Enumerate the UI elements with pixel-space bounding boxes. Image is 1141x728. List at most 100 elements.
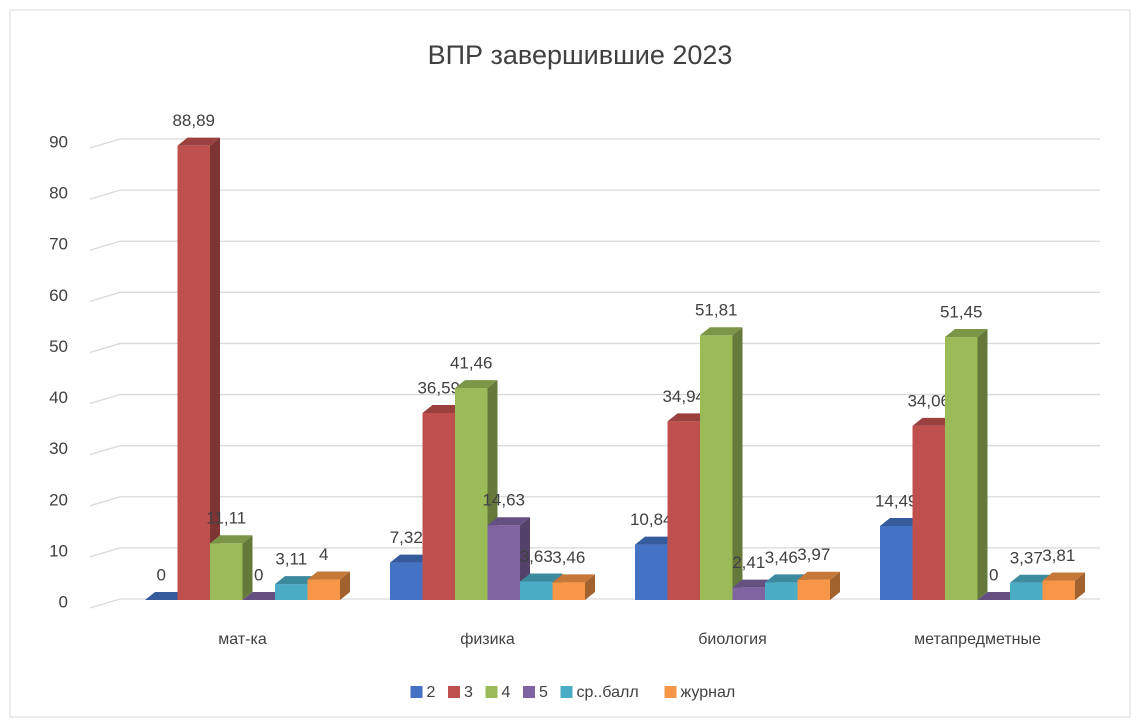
grid-line <box>89 189 1100 200</box>
y-tick-label: 40 <box>49 388 68 407</box>
data-label: 88,89 <box>172 111 215 130</box>
data-label: 0 <box>989 565 998 584</box>
data-label: 4 <box>319 545 328 564</box>
bar-side <box>210 137 220 600</box>
bar-side <box>977 329 988 600</box>
bar <box>552 582 585 600</box>
grid-line <box>89 342 1100 354</box>
legend-swatch <box>560 686 573 698</box>
x-tick-label: мат-ка <box>218 631 267 648</box>
grid-line <box>89 291 1100 302</box>
bar-top <box>880 517 923 526</box>
bar <box>912 425 945 600</box>
y-tick-label: 80 <box>49 184 68 203</box>
legend-swatch <box>410 686 423 698</box>
bar-top <box>797 571 840 580</box>
data-label: 3,63 <box>520 547 553 566</box>
bar-top <box>455 380 498 389</box>
bar-top <box>275 576 318 585</box>
data-label: 3,97 <box>797 545 830 564</box>
grid-line <box>89 547 1100 558</box>
bar <box>732 587 765 600</box>
chart-title: ВПР завершившие 2023 <box>428 40 733 70</box>
data-label: 14,63 <box>482 491 525 510</box>
bar-top <box>912 417 955 426</box>
bar-side <box>242 535 253 600</box>
grid-line <box>89 496 1100 507</box>
data-label: 3,81 <box>1042 546 1075 565</box>
bar-top <box>552 574 595 583</box>
data-label: 51,45 <box>940 303 983 322</box>
legend-swatch <box>523 686 535 698</box>
bar-top <box>732 579 775 588</box>
legend-label: 2 <box>427 684 436 701</box>
data-label: 34,06 <box>907 391 950 410</box>
legend-swatch <box>485 686 498 698</box>
x-tick-label: биология <box>698 631 767 648</box>
y-tick-label: 60 <box>49 286 68 305</box>
y-tick-label: 0 <box>59 592 68 611</box>
legend-label: журнал <box>681 684 736 701</box>
y-tick-label: 20 <box>49 490 68 509</box>
bar <box>700 335 733 600</box>
bar <box>765 582 798 600</box>
bar-top <box>765 574 808 583</box>
data-label: 3,11 <box>275 550 307 569</box>
data-label: 41,46 <box>450 354 493 373</box>
bar <box>275 584 308 600</box>
y-tick-label: 10 <box>49 541 68 560</box>
bar <box>1010 582 1043 600</box>
bar <box>455 388 488 600</box>
bar-top <box>177 137 220 146</box>
bar-top <box>520 573 563 582</box>
bar-top <box>210 535 253 544</box>
data-label: 51,81 <box>695 301 738 320</box>
bar-side <box>732 327 743 600</box>
legend-swatch <box>448 686 460 698</box>
bar-top <box>635 536 678 545</box>
grid-line <box>89 138 1100 149</box>
legend-label: 4 <box>502 684 511 701</box>
y-tick-label: 50 <box>49 337 68 356</box>
legend-label: 5 <box>539 684 548 701</box>
bar-top <box>487 517 530 526</box>
bar-top <box>307 571 350 580</box>
bar-top <box>700 327 743 336</box>
data-label: 0 <box>157 565 166 584</box>
bar <box>945 337 978 600</box>
bar-top <box>1010 574 1053 583</box>
bar-side <box>830 571 840 600</box>
bar <box>390 562 423 600</box>
data-label: 3,37 <box>1010 548 1043 567</box>
bar-side <box>1075 572 1085 600</box>
bar-top <box>945 329 988 338</box>
data-label: 7,32 <box>390 528 423 547</box>
bar <box>487 525 520 600</box>
bar-side <box>585 574 595 600</box>
data-label: 11,11 <box>206 509 246 528</box>
x-tick-label: метапредметные <box>914 631 1041 648</box>
bar-top <box>242 592 285 600</box>
data-label: 10,84 <box>630 510 673 529</box>
x-tick-label: физика <box>460 631 515 648</box>
y-tick-label: 30 <box>49 439 68 458</box>
data-label: 14,49 <box>875 491 918 510</box>
data-label: 3,46 <box>552 548 585 567</box>
bar <box>177 145 210 600</box>
legend-swatch <box>664 686 677 698</box>
bar-top <box>145 592 188 600</box>
grid-line <box>89 445 1100 456</box>
bar <box>1042 580 1075 600</box>
legend-label: 3 <box>464 684 473 701</box>
bar <box>422 412 455 600</box>
bar-top <box>390 554 433 563</box>
data-label: 2,41 <box>732 553 765 572</box>
bar <box>520 581 553 600</box>
data-label: 3,46 <box>765 548 798 567</box>
bar <box>797 579 830 600</box>
bar <box>667 421 700 600</box>
grid-line <box>89 393 1100 405</box>
legend-label: ср..балл <box>577 684 639 701</box>
bar <box>307 579 340 600</box>
